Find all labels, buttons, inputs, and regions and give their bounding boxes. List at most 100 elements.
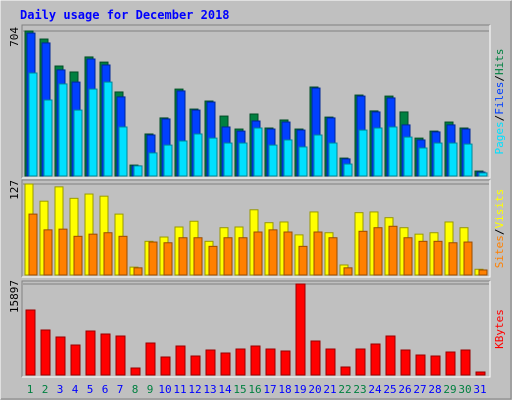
bar — [175, 345, 186, 376]
legend-entry: KBytes — [493, 309, 506, 349]
bar — [103, 81, 113, 177]
bar — [283, 139, 293, 177]
legend-entry: Hits — [493, 49, 506, 76]
bar — [193, 133, 203, 177]
bar — [418, 147, 428, 177]
bar — [205, 349, 216, 376]
bar — [445, 351, 456, 376]
bar — [193, 237, 203, 276]
x-tick-label: 13 — [203, 383, 216, 396]
y-tick-label: 15897 — [8, 280, 21, 313]
bar — [448, 142, 458, 177]
bar — [265, 348, 276, 376]
bar — [118, 126, 128, 177]
bar — [448, 242, 458, 276]
legend-entry: Files — [493, 82, 506, 115]
bar — [343, 163, 353, 177]
legend-separator: / — [493, 115, 506, 122]
bar — [145, 342, 156, 376]
x-tick-label: 10 — [158, 383, 171, 396]
bar — [355, 348, 366, 376]
panel-edge-dark — [21, 24, 490, 178]
bar — [73, 235, 83, 276]
bar — [325, 348, 336, 376]
panel-edge-dark — [21, 280, 490, 377]
bar — [190, 355, 201, 376]
bar — [55, 336, 66, 376]
bar — [373, 227, 383, 276]
bar — [478, 269, 488, 276]
legend: KBytes — [493, 309, 506, 349]
bar — [373, 127, 383, 177]
bar — [385, 335, 396, 376]
x-tick-label: 8 — [132, 383, 139, 396]
bar — [253, 127, 263, 177]
x-tick-label: 17 — [263, 383, 276, 396]
x-tick-label: 1 — [27, 383, 34, 396]
bar — [328, 142, 338, 177]
bar — [58, 83, 68, 177]
panel-edge-dark — [21, 179, 490, 277]
legend-separator: / — [493, 229, 506, 236]
x-tick-label: 28 — [428, 383, 441, 396]
bar — [370, 343, 381, 376]
x-tick-label: 26 — [398, 383, 411, 396]
bar — [163, 144, 173, 177]
legend-entry: Pages — [493, 121, 506, 154]
x-tick-label: 27 — [413, 383, 426, 396]
bar — [343, 267, 353, 276]
x-tick-label: 16 — [248, 383, 261, 396]
bar — [310, 340, 321, 376]
x-tick-label: 22 — [338, 383, 351, 396]
bar — [403, 136, 413, 177]
bar — [238, 142, 248, 177]
bar — [40, 329, 51, 376]
bar — [88, 233, 98, 276]
bar — [433, 142, 443, 177]
x-tick-label: 7 — [117, 383, 124, 396]
bar — [118, 235, 128, 276]
bar — [178, 237, 188, 276]
bar — [283, 231, 293, 276]
legend: Pages/Files/Hits — [493, 49, 506, 155]
bar — [388, 126, 398, 177]
x-tick-label: 2 — [42, 383, 49, 396]
bar — [85, 330, 96, 376]
bar — [73, 109, 83, 177]
bar — [418, 240, 428, 276]
bar — [148, 241, 158, 276]
bar — [463, 143, 473, 177]
x-tick-label: 11 — [173, 383, 186, 396]
x-tick-label: 25 — [383, 383, 396, 396]
bar — [463, 241, 473, 276]
bar — [298, 146, 308, 177]
bar — [400, 349, 411, 376]
bar — [430, 355, 441, 376]
chart-title: Daily usage for December 2018 — [20, 8, 230, 22]
bar — [178, 140, 188, 177]
x-tick-label: 19 — [293, 383, 306, 396]
x-tick-label: 23 — [353, 383, 366, 396]
bar — [208, 137, 218, 177]
x-tick-label: 6 — [102, 383, 109, 396]
bar — [238, 237, 248, 276]
x-tick-label: 18 — [278, 383, 291, 396]
legend-separator: / — [493, 75, 506, 82]
bar — [28, 72, 38, 177]
bar — [25, 309, 36, 376]
bar — [403, 237, 413, 276]
bar — [223, 237, 233, 276]
legend: Sites/Visits — [493, 189, 506, 269]
x-tick-label: 4 — [72, 383, 79, 396]
bar — [295, 283, 306, 376]
bar — [148, 152, 158, 177]
bar — [130, 367, 141, 376]
bar — [133, 267, 143, 276]
x-tick-label: 29 — [443, 383, 456, 396]
legend-entry: Sites — [493, 235, 506, 268]
x-tick-label: 20 — [308, 383, 321, 396]
bar — [43, 229, 53, 276]
